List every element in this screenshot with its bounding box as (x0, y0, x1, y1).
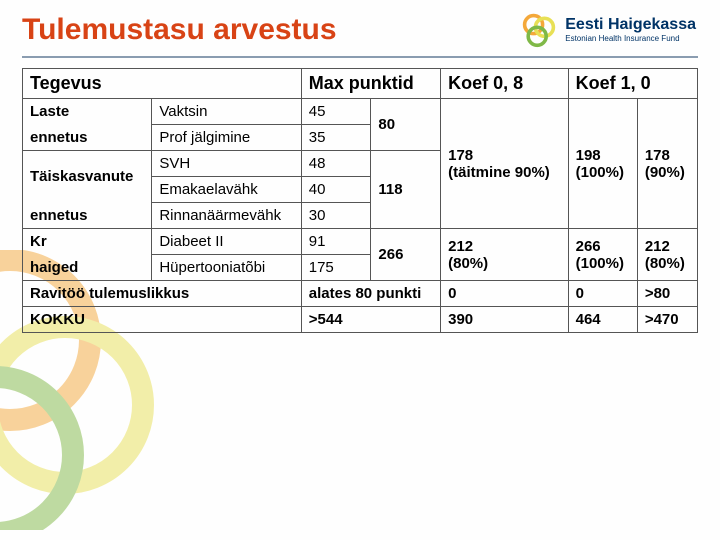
g1-k10r: 178 (90%) (637, 99, 697, 229)
g1-k10al: 198 (576, 147, 630, 164)
divider (22, 56, 698, 58)
row-diab: Diabeet II (152, 229, 301, 255)
g1-k10bl: (100%) (576, 164, 630, 181)
val-kokku: >544 (301, 307, 440, 333)
cat-haiged: haiged (23, 255, 152, 281)
logo-main: Eesti Haigekassa (565, 17, 696, 33)
val-vaktsin: 45 (301, 99, 371, 125)
g3-k10ar: 212 (645, 238, 690, 255)
g1-k08a: 178 (448, 147, 561, 164)
row-rinna: Rinnanäärmevähk (152, 203, 301, 229)
g1-k08: 178 (täitmine 90%) (441, 99, 569, 229)
g5-k08: 390 (441, 307, 569, 333)
g3-k10al: 266 (576, 238, 630, 255)
row-emak: Emakaelavähk (152, 177, 301, 203)
g3-k10r: 212 (80%) (637, 229, 697, 281)
sum-g1: 80 (371, 99, 441, 151)
val-hyper: 175 (301, 255, 371, 281)
g3-k10br: (80%) (645, 255, 690, 272)
main-table: Tegevus Max punktid Koef 0, 8 Koef 1, 0 … (22, 68, 698, 333)
g4-k10l: 0 (568, 281, 637, 307)
cat-taisk: Täiskasvanute (23, 151, 152, 203)
val-rinna: 30 (301, 203, 371, 229)
row-svh: SVH (152, 151, 301, 177)
g1-k08b: (täitmine 90%) (448, 164, 561, 181)
row-hyper: Hüpertooniatõbi (152, 255, 301, 281)
cat-laste: Laste (23, 99, 152, 125)
val-svh: 48 (301, 151, 371, 177)
g3-k08b: (80%) (448, 255, 561, 272)
row-kokku: KOKKU (23, 307, 302, 333)
g1-k10br: (90%) (645, 164, 690, 181)
g4-k10r: >80 (637, 281, 697, 307)
row-ravitoo: Ravitöö tulemuslikkus (23, 281, 302, 307)
cat-kr: Kr (23, 229, 152, 255)
cat-ennetus1: ennetus (23, 125, 152, 151)
g3-k10bl: (100%) (576, 255, 630, 272)
val-emak: 40 (301, 177, 371, 203)
g3-k08: 212 (80%) (441, 229, 569, 281)
th-tegevus: Tegevus (23, 69, 302, 99)
logo-icon (521, 12, 557, 48)
th-max: Max punktid (301, 69, 440, 99)
logo-sub: Estonian Health Insurance Fund (565, 35, 696, 43)
logo: Eesti Haigekassa Estonian Health Insuran… (521, 12, 696, 48)
page-title: Tulemustasu arvestus (22, 13, 337, 47)
row-prof: Prof jälgimine (152, 125, 301, 151)
g5-k10l: 464 (568, 307, 637, 333)
g3-k10l: 266 (100%) (568, 229, 637, 281)
th-koef08: Koef 0, 8 (441, 69, 569, 99)
g4-k08: 0 (441, 281, 569, 307)
val-diab: 91 (301, 229, 371, 255)
g5-k10r: >470 (637, 307, 697, 333)
row-vaktsin: Vaktsin (152, 99, 301, 125)
th-koef10: Koef 1, 0 (568, 69, 697, 99)
val-prof: 35 (301, 125, 371, 151)
g3-k08a: 212 (448, 238, 561, 255)
g1-k10l: 198 (100%) (568, 99, 637, 229)
g1-k10ar: 178 (645, 147, 690, 164)
cat-ennetus2: ennetus (23, 203, 152, 229)
sum-g2: 118 (371, 151, 441, 229)
sum-g3: 266 (371, 229, 441, 281)
val-ravitoo: alates 80 punkti (301, 281, 440, 307)
